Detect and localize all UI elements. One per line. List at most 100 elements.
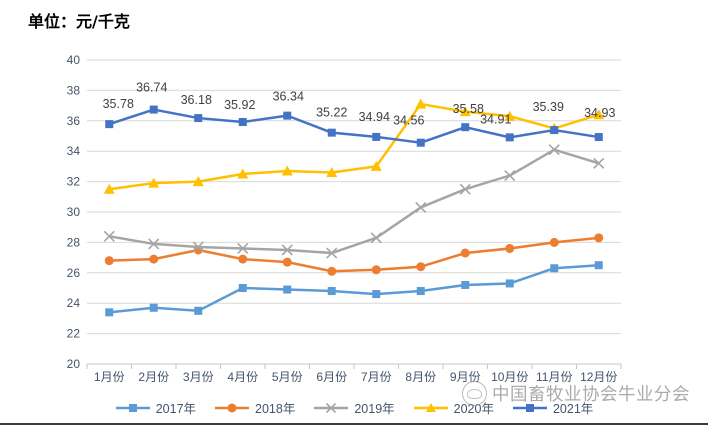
data-point-2021年-3月份 [194, 114, 203, 123]
data-point-2021年-1月份 [105, 120, 114, 129]
data-point-2019年-4月份 [237, 242, 249, 255]
data-point-2018年-9月份 [460, 248, 470, 258]
legend-label: 2019年 [354, 402, 395, 416]
unit-title: 单位：元/千克 [28, 12, 130, 31]
legend-label: 2021年 [552, 402, 594, 416]
x-axis-tick-label: 3月份 [183, 370, 214, 384]
y-axis-tick-label: 30 [67, 205, 81, 219]
data-label: 35.58 [453, 102, 484, 116]
data-point-2019年-5月份 [281, 244, 293, 256]
x-axis-tick-label: 5月份 [272, 370, 303, 384]
data-label: 36.74 [136, 81, 167, 95]
data-point-2017年-6月份 [327, 287, 336, 296]
y-axis-tick-label: 34 [67, 144, 81, 158]
legend-label: 2020年 [453, 402, 494, 416]
legend-item-2019年: 2019年 [313, 398, 395, 417]
data-point-2017年-9月份 [461, 280, 470, 289]
x-axis-tick-label: 12月份 [580, 370, 617, 384]
data-point-2017年-4月份 [238, 284, 247, 292]
data-point-2020年-9月份 [459, 106, 471, 117]
data-label: 35.92 [224, 98, 255, 112]
data-point-2020年-12月份 [593, 109, 605, 120]
data-label: 34.56 [393, 114, 424, 128]
legend-item-2018年: 2018年 [214, 398, 295, 417]
data-point-2018年-6月份 [327, 266, 337, 276]
data-point-2019年-8月份 [415, 201, 427, 214]
legend-marker-icon [512, 403, 547, 412]
y-axis-tick-label: 38 [67, 83, 81, 97]
data-point-2020年-7月份 [370, 160, 382, 171]
data-point-2018年-8月份 [416, 262, 426, 272]
data-point-2020年-5月份 [281, 165, 293, 176]
data-point-2018年-7月份 [371, 265, 381, 275]
x-axis-tick-label: 7月份 [361, 370, 392, 384]
data-label: 34.93 [584, 106, 615, 120]
data-point-2019年-7月份 [370, 232, 382, 244]
data-point-2021年-12月份 [594, 133, 603, 142]
legend-item-2020年: 2020年 [413, 398, 494, 417]
legend-marker-icon [314, 402, 349, 413]
data-point-2018年-4月份 [238, 254, 248, 264]
y-axis-tick-label: 36 [67, 114, 81, 128]
data-point-2017年-5月份 [283, 285, 292, 294]
data-label: 35.22 [316, 106, 347, 120]
data-label: 35.39 [533, 100, 564, 114]
data-point-2017年-2月份 [149, 303, 158, 312]
data-point-2019年-9月份 [459, 183, 471, 195]
data-point-2018年-12月份 [594, 233, 604, 243]
data-point-2019年-12月份 [593, 157, 605, 169]
y-axis-tick-label: 28 [67, 235, 81, 249]
data-point-2017年-11月份 [550, 264, 559, 273]
y-axis-tick-label: 20 [67, 357, 81, 371]
legend-item-2017年: 2017年 [115, 398, 196, 417]
data-point-2019年-11月份 [548, 144, 560, 156]
data-point-2019年-10月份 [504, 169, 516, 182]
x-axis-tick-label: 2月份 [138, 370, 169, 384]
x-axis-tick-label: 1月份 [94, 370, 125, 384]
series-2020年 [103, 98, 605, 194]
y-axis-tick-label: 22 [67, 327, 81, 341]
data-label: 36.18 [181, 93, 212, 107]
legend-item-2021年: 2021年 [512, 398, 593, 417]
data-point-2017年-12月份 [594, 261, 603, 270]
legend-marker-icon [215, 403, 250, 412]
data-point-2020年-3月份 [192, 176, 204, 187]
data-point-2019年-6月份 [326, 247, 338, 259]
data-point-2017年-8月份 [416, 287, 425, 296]
data-point-2019年-1月份 [103, 230, 115, 242]
data-point-2021年-2月份 [149, 105, 158, 114]
legend-label: 2017年 [155, 402, 197, 416]
data-point-2020年-1月份 [103, 183, 115, 194]
legend-marker-icon [413, 402, 448, 412]
data-point-2020年-8月份 [415, 98, 427, 109]
y-axis-tick-label: 24 [67, 296, 81, 310]
series-2018年 [104, 233, 604, 276]
chart-legend: 2017年 2018年 2019年 2020年 2021年 [0, 398, 708, 417]
y-axis-tick-label: 40 [67, 53, 81, 67]
data-point-2018年-5月份 [282, 257, 292, 267]
x-axis-tick-label: 9月份 [450, 370, 481, 384]
data-point-2017年-1月份 [105, 308, 114, 317]
x-axis-tick-label: 8月份 [405, 370, 436, 384]
data-point-2017年-10月份 [505, 279, 514, 288]
series-2019年 [103, 144, 605, 259]
data-point-2021年-4月份 [238, 118, 247, 127]
x-axis-tick-label: 6月份 [316, 370, 347, 384]
data-point-2021年-9月份 [461, 123, 470, 132]
data-point-2021年-5月份 [283, 111, 292, 120]
x-axis: 1月份 2月份 3月份 4月份 5月份 6月份 7月份 8月份 9月份 10月份 11月份 12月份 [86, 363, 622, 384]
data-point-2017年-3月份 [194, 306, 203, 315]
data-point-2021年-8月份 [416, 138, 425, 147]
data-point-2021年-10月份 [505, 133, 514, 142]
data-point-2018年-10月份 [505, 243, 515, 253]
gridlines: 20 22 24 26 28 30 32 34 36 38 40 [67, 53, 621, 371]
legend-label: 2018年 [255, 402, 296, 416]
data-point-2020年-6月份 [326, 166, 338, 177]
series-2017年 [105, 261, 603, 317]
data-point-2019年-3月份 [192, 241, 204, 253]
data-label: 34.94 [359, 110, 390, 124]
data-point-2020年-4月份 [237, 168, 249, 179]
y-axis-tick-label: 32 [67, 175, 81, 189]
